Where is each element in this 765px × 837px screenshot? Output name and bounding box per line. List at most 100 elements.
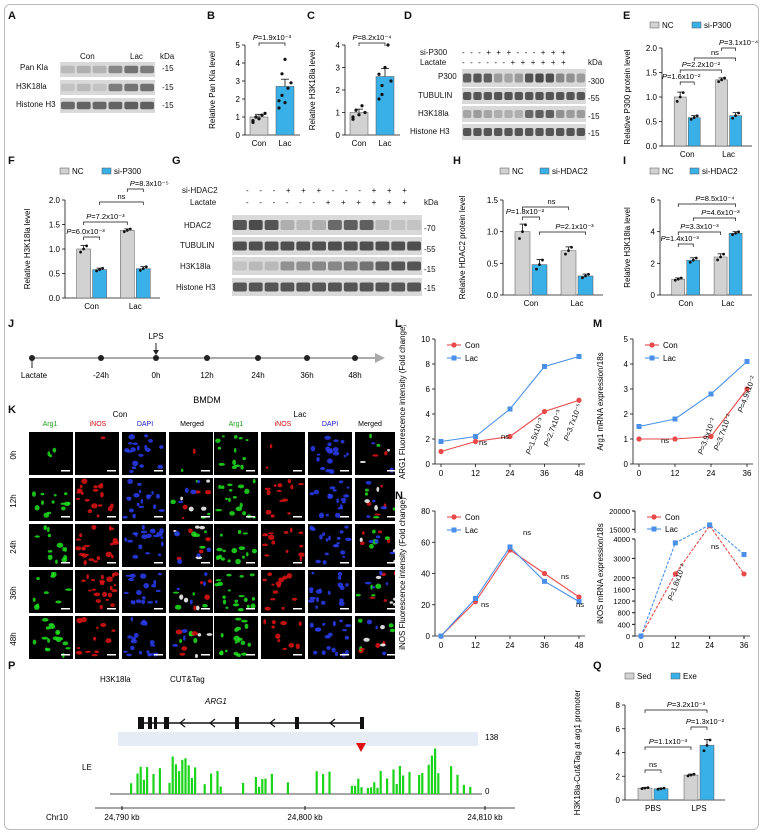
k-cell bbox=[364, 581, 372, 585]
k-cell bbox=[93, 592, 101, 597]
gene-exon bbox=[164, 717, 169, 729]
data-point bbox=[675, 100, 679, 103]
k-cell bbox=[48, 624, 56, 630]
sig-bracket bbox=[83, 236, 100, 240]
k-cell bbox=[240, 464, 244, 470]
k-cell bbox=[222, 435, 225, 438]
k-cell bbox=[238, 436, 243, 440]
blot-d-h3k18la-band bbox=[525, 110, 534, 118]
bar bbox=[92, 269, 107, 299]
track-signal-bar bbox=[242, 782, 245, 794]
blot-a-pankla-band bbox=[108, 65, 123, 74]
data-point bbox=[82, 247, 85, 251]
k-cell bbox=[245, 439, 249, 442]
y-tick-label: 1.0 bbox=[646, 93, 658, 102]
k-cell bbox=[151, 584, 157, 588]
k-cell bbox=[322, 622, 326, 626]
k-cell bbox=[188, 528, 193, 534]
y-axis-title: Arg1 mRNA expression/18s bbox=[596, 352, 605, 450]
sig-bracket bbox=[692, 217, 736, 221]
data-point bbox=[380, 83, 384, 88]
track-signal-bar bbox=[427, 764, 430, 794]
k-cell bbox=[91, 503, 98, 509]
p-value-label: ns bbox=[711, 48, 719, 57]
k-cell bbox=[128, 434, 135, 440]
panel-g-signs-lac: - - - - - - + + + + + + bbox=[246, 198, 412, 207]
y-tick-label: 4 bbox=[236, 59, 241, 68]
k-cell bbox=[332, 489, 337, 492]
k-cell bbox=[249, 573, 255, 577]
y-axis-title: iNOS mRNA expression/18s bbox=[596, 523, 605, 623]
y-tick-label: 3 bbox=[236, 77, 241, 86]
blot-d-histone-band bbox=[556, 128, 565, 136]
timeline-lps: LPS bbox=[148, 332, 163, 341]
k-cell bbox=[375, 642, 381, 649]
k-cell bbox=[309, 622, 314, 628]
legend-label: Lac bbox=[663, 354, 676, 363]
k-cell bbox=[345, 537, 352, 541]
k-scalebar bbox=[340, 562, 349, 564]
k-cell bbox=[240, 640, 246, 646]
k-cell bbox=[129, 470, 134, 473]
blot-d-tubulin-band bbox=[545, 92, 554, 100]
k-cell bbox=[155, 493, 161, 499]
series-line bbox=[639, 388, 748, 440]
k-cell bbox=[380, 506, 388, 510]
k-cell bbox=[144, 434, 148, 438]
panel-a-kda-2: -15 bbox=[162, 83, 174, 92]
track-signal-bar bbox=[187, 765, 190, 794]
panel-label-m: M bbox=[593, 318, 603, 330]
k-cell bbox=[327, 493, 332, 499]
y-tick-label: 5 bbox=[624, 335, 629, 344]
k-cell bbox=[363, 637, 370, 642]
blot-d-h3k18la-band bbox=[463, 110, 472, 118]
k-cell bbox=[366, 619, 373, 625]
k-cell bbox=[178, 500, 184, 504]
blot-a-histone-band bbox=[61, 101, 75, 110]
k-scalebar bbox=[154, 470, 163, 472]
k-cell bbox=[76, 646, 81, 650]
k-cell bbox=[336, 498, 340, 504]
data-point bbox=[708, 433, 714, 440]
legend-swatch bbox=[101, 167, 112, 175]
k-cell bbox=[266, 489, 271, 496]
k-cell bbox=[387, 448, 390, 452]
k-cell bbox=[135, 599, 142, 604]
x-tick-label: Con bbox=[524, 299, 539, 308]
blot-g-histone-band bbox=[328, 282, 342, 292]
k-cell bbox=[99, 579, 105, 584]
k-cell bbox=[375, 535, 381, 539]
track-signal-bar bbox=[261, 779, 264, 794]
k-cell bbox=[379, 570, 383, 576]
k-cell bbox=[327, 442, 332, 447]
k-cell bbox=[189, 599, 193, 605]
x-tick-label: 24 bbox=[705, 641, 714, 650]
blot-g-tubulin-bg bbox=[232, 237, 422, 255]
x-tick-label: 48 bbox=[575, 641, 584, 650]
x-tick-label: 12 bbox=[471, 469, 480, 478]
data-point bbox=[122, 230, 126, 234]
k-cell bbox=[176, 587, 181, 591]
timeline-t5: 36h bbox=[300, 371, 313, 380]
k-cell bbox=[81, 478, 88, 484]
track-signal-bar bbox=[146, 767, 149, 794]
track-signal-bar bbox=[203, 784, 206, 794]
data-point bbox=[521, 230, 524, 234]
series-line bbox=[638, 361, 748, 428]
k-tile bbox=[29, 432, 73, 475]
k-cell bbox=[380, 484, 383, 488]
data-point bbox=[283, 57, 287, 62]
gene-exon bbox=[148, 717, 152, 729]
k-cell bbox=[145, 447, 151, 453]
k-cell bbox=[92, 560, 99, 563]
blot-g-hdac2-band bbox=[375, 220, 390, 230]
blot-g-tubulin-band bbox=[233, 241, 247, 251]
k-cell bbox=[320, 600, 326, 605]
panel-g-kda-3: -15 bbox=[424, 265, 436, 274]
data-point bbox=[351, 117, 355, 121]
k-cell bbox=[105, 598, 110, 601]
p-value-label: ns bbox=[501, 432, 509, 441]
panel-d-cond-lac: Lactate bbox=[420, 58, 447, 67]
data-point bbox=[576, 397, 582, 403]
k-cell bbox=[95, 599, 101, 603]
